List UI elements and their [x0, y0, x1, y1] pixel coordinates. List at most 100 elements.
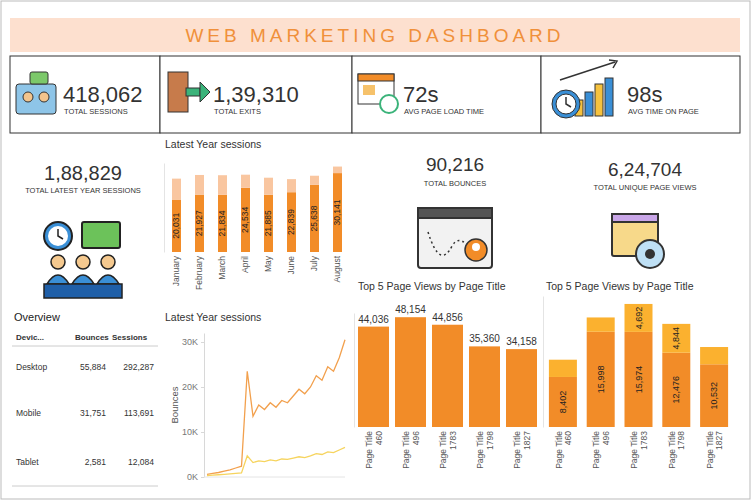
tick: July — [309, 255, 319, 271]
tick: Page Title1827 — [512, 431, 531, 469]
bars — [549, 304, 728, 427]
data-label: 30,141 — [332, 199, 342, 225]
tick-label: Page Title1783 — [629, 431, 648, 469]
bars — [172, 167, 342, 252]
icon — [48, 226, 68, 246]
table-rule — [12, 486, 158, 487]
tick: June — [286, 256, 296, 275]
icons — [16, 60, 664, 298]
icon — [16, 84, 56, 114]
icon — [465, 239, 487, 261]
tick-label: June — [286, 256, 296, 275]
icon — [23, 92, 33, 102]
kpi-value: 72s — [403, 82, 438, 107]
tick: Page Title1798 — [667, 431, 686, 469]
summary-label: TOTAL LATEST YEAR SESSIONS — [25, 186, 141, 195]
icon — [186, 88, 200, 96]
tick-label: 30K — [182, 337, 198, 347]
table-rule — [12, 346, 158, 347]
tick-label: Page Title496 — [591, 431, 610, 469]
data-label: 8,402 — [558, 391, 568, 414]
tick: Page Title460 — [554, 431, 573, 469]
tick: May — [263, 255, 273, 272]
bar — [587, 317, 615, 331]
bar — [195, 175, 204, 195]
x-baseline — [204, 477, 345, 478]
data-label: 44,036 — [358, 314, 389, 325]
tick-label: Page Title1827 — [512, 431, 531, 469]
tick-label: 10K — [182, 427, 198, 437]
bar — [662, 353, 690, 427]
table-header: Sessions — [112, 333, 148, 342]
bar — [587, 332, 615, 427]
line-chart: Latest Year sessions0K10K20K30KBounces — [165, 311, 345, 482]
data-label: 12,476 — [671, 376, 681, 404]
kpi-box — [160, 56, 352, 133]
bar — [700, 347, 728, 364]
kpi-card: 1,39,310TOTAL EXITS — [160, 56, 352, 133]
tick-label: Page Title1783 — [438, 431, 457, 469]
data-label: 24,534 — [240, 207, 250, 233]
data-labels: 8,40215,99815,97412,47610,5324,6924,844 — [558, 307, 719, 414]
tick-label: 20K — [182, 382, 198, 392]
icon — [47, 275, 69, 284]
data-label: 21,885 — [263, 210, 273, 236]
table-cell: 31,751 — [80, 408, 106, 418]
icon — [44, 284, 122, 298]
bar — [549, 360, 577, 377]
kpi-card: 72sAVG PAGE LOAD TIME — [352, 56, 541, 133]
icon — [595, 84, 603, 116]
tick-label: April — [240, 256, 250, 273]
icon — [380, 95, 398, 113]
summary-value: 90,216 — [426, 154, 484, 175]
table-cell: Desktop — [16, 362, 47, 372]
table-cell: 55,884 — [80, 362, 106, 372]
axis-line — [164, 164, 165, 253]
bar — [264, 195, 273, 252]
bar-chart: Top 5 Page Views by Page Title8,40215,99… — [544, 280, 729, 469]
icon — [97, 275, 119, 284]
tick-label: July — [309, 255, 319, 271]
bars — [358, 317, 537, 427]
kpi-box — [352, 56, 541, 133]
tick-label: Page Title1827 — [705, 431, 724, 469]
icon — [472, 243, 480, 251]
chart-title: Latest Year sessions — [165, 138, 261, 150]
tick-label: March — [217, 256, 227, 280]
icon — [82, 222, 120, 248]
data-label: 15,998 — [596, 366, 606, 394]
dashboard: WEB MARKETING DASHBOARD418,062TOTAL SESS… — [0, 0, 751, 500]
bar — [469, 346, 500, 427]
line — [207, 447, 345, 475]
tick: Page Title1827 — [705, 431, 724, 469]
bar — [358, 327, 389, 427]
bar — [287, 179, 296, 192]
tick: 20K — [182, 382, 204, 392]
title: WEB MARKETING DASHBOARD — [185, 25, 564, 46]
frame — [1, 1, 750, 499]
tick: Page Title496 — [591, 431, 610, 469]
bar — [172, 179, 181, 200]
tick-label: 0K — [187, 472, 198, 482]
tick-label: May — [263, 255, 273, 272]
icon — [101, 255, 115, 269]
tick-mark — [201, 477, 204, 478]
data-label: 4,844 — [671, 327, 681, 350]
tick-label: February — [194, 255, 204, 290]
bar — [218, 175, 227, 195]
y-axis — [164, 164, 165, 253]
bar — [700, 364, 728, 427]
table-cell: 292,287 — [123, 362, 154, 372]
icon — [609, 60, 617, 68]
data-labels: 20,03121,92721,83424,53421,88522,83925,6… — [171, 199, 342, 239]
icon — [605, 78, 613, 116]
table-cell: Mobile — [16, 408, 41, 418]
bar — [549, 377, 577, 427]
bar-chart: Top 5 Page Views by Page Title44,03648,1… — [355, 280, 538, 469]
data-label: 4,692 — [634, 307, 644, 330]
icon — [612, 214, 658, 222]
summary-label: TOTAL BOUNCES — [424, 179, 486, 188]
icon — [200, 82, 210, 102]
icon — [358, 74, 394, 81]
data-label: 20,031 — [171, 213, 181, 239]
